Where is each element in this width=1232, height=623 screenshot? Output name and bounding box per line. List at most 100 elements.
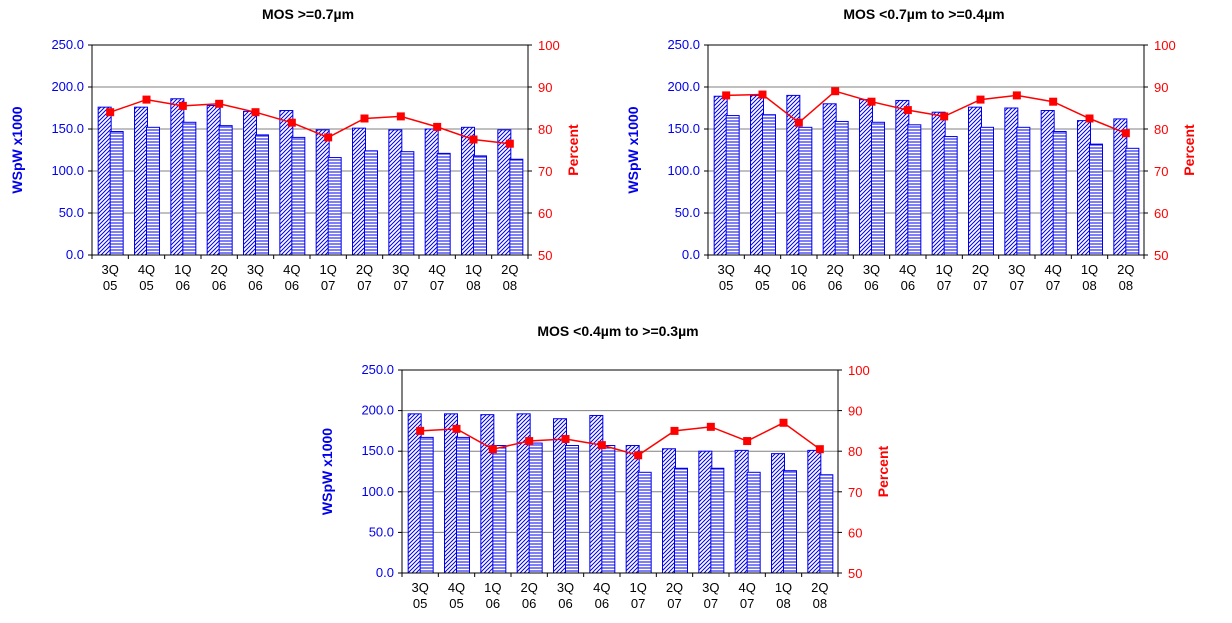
bar [352,127,366,256]
right-tick-label: 100 [848,363,870,378]
x-tick-label: 3Q [717,262,734,277]
left-tick-label: 150.0 [667,121,700,136]
bar [134,106,148,256]
bar [798,126,813,256]
x-tick-label: 07 [667,596,681,611]
x-tick-label: 06 [522,596,536,611]
x-tick-label: 4Q [283,262,300,277]
bar [710,467,725,574]
percent-marker [706,422,715,431]
x-tick-label: 05 [139,278,153,293]
percent-line [726,90,1127,134]
left-tick-label: 250.0 [51,37,84,52]
right-tick-label: 60 [848,525,862,540]
bar [734,449,749,574]
percent-marker [561,435,570,444]
x-tick-label: 3Q [392,262,409,277]
percent-marker [903,106,912,115]
y2-axis-label: Percent [875,445,891,497]
y-axis-label: WSpW x1000 [9,106,25,193]
percent-marker [106,108,115,117]
x-tick-label: 2Q [826,262,843,277]
left-tick-label: 250.0 [361,362,394,377]
percent-marker [142,95,151,104]
x-tick-label: 1Q [484,580,501,595]
x-tick-label: 2Q [972,262,989,277]
bar [807,449,822,574]
bar [400,151,415,256]
percent-marker [469,135,478,144]
x-tick-label: 05 [413,596,427,611]
chart-title: MOS <0.4µm to >=0.3µm [537,323,699,339]
percent-marker [287,118,296,127]
percent-marker [634,451,643,460]
x-tick-label: 08 [1082,278,1096,293]
x-tick-label: 06 [792,278,806,293]
bar [931,111,946,256]
bar [327,157,342,256]
percent-marker [867,97,876,106]
bar [497,129,512,256]
percent-marker [831,87,840,96]
bar [480,414,495,574]
bar [871,121,885,256]
bar [783,470,797,574]
right-tick-label: 100 [1154,38,1176,53]
right-tick-label: 60 [1154,206,1168,221]
percent-marker [433,122,442,131]
percent-marker [743,437,752,446]
x-tick-label: 4Q [593,580,610,595]
x-tick-label: 07 [704,596,718,611]
percent-marker [976,95,985,104]
chart-plot-3: 0.0 50.0 100.0 150.0 200.0 250.0 50 60 70 80 90 100… [319,362,891,611]
bar [1113,118,1128,256]
bar [746,471,761,574]
bar [601,445,616,574]
bar [461,126,475,256]
right-tick-label: 80 [538,122,552,137]
bar [674,467,688,574]
bar [725,115,740,256]
percent-line [109,98,510,145]
right-tick-label: 60 [538,206,552,221]
bar [713,95,728,256]
x-tick-label: 2Q [1117,262,1134,277]
x-tick-label: 06 [248,278,262,293]
percent-marker [488,445,497,454]
x-tick-label: 06 [864,278,878,293]
left-tick-label: 50.0 [369,524,394,539]
bar [218,125,233,256]
x-tick-label: 1Q [174,262,191,277]
bar [492,445,507,574]
x-tick-label: 07 [631,596,645,611]
x-tick-label: 2Q [520,580,537,595]
x-tick-label: 05 [719,278,733,293]
y2-axis-label: Percent [1181,124,1197,176]
x-tick-label: 1Q [629,580,646,595]
percent-marker [1085,114,1094,123]
bar [1089,143,1103,256]
bar [255,134,269,256]
bar [698,450,713,574]
percent-marker [670,426,679,435]
percent-marker [251,108,260,117]
bar [819,474,834,574]
bar [1125,147,1140,256]
x-tick-label: 08 [776,596,790,611]
left-tick-label: 200.0 [361,403,394,418]
right-tick-label: 90 [1154,80,1168,95]
bar [291,136,306,256]
bar [388,129,403,256]
bar [762,114,776,256]
bar [1004,107,1019,256]
x-tick-label: 05 [103,278,117,293]
bar [509,158,524,256]
percent-marker [794,118,803,127]
right-tick-label: 80 [848,444,862,459]
x-tick-label: 3Q [101,262,118,277]
bar [419,436,434,574]
bar [364,150,378,256]
left-tick-label: 0.0 [66,247,84,262]
y-axis-label: WSpW x1000 [319,428,335,515]
bar [907,124,922,256]
